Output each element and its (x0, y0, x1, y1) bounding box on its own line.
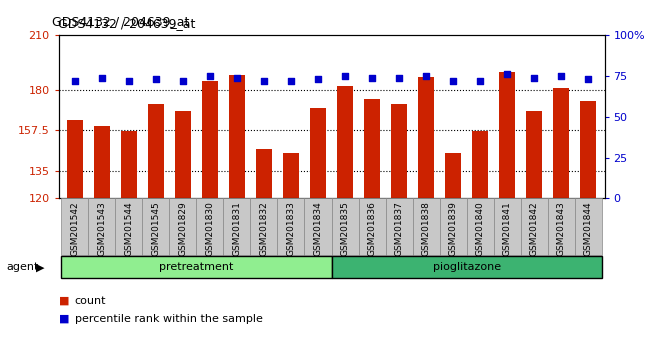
Text: GSM201542: GSM201542 (70, 201, 79, 256)
FancyBboxPatch shape (142, 198, 169, 255)
Bar (229, 75, 245, 198)
Text: GSM201832: GSM201832 (259, 201, 268, 256)
Text: GDS4132 / 204639_at: GDS4132 / 204639_at (58, 17, 196, 30)
Point (259, 78, 269, 84)
Point (556, 73, 566, 79)
Text: GSM201545: GSM201545 (151, 201, 161, 256)
Text: GDS4132 / 204639_at: GDS4132 / 204639_at (52, 15, 189, 28)
FancyBboxPatch shape (169, 198, 196, 255)
FancyBboxPatch shape (359, 198, 385, 255)
Point (421, 73, 432, 79)
Bar (94, 126, 110, 198)
Point (313, 76, 323, 82)
FancyBboxPatch shape (575, 198, 602, 255)
Text: GSM201840: GSM201840 (476, 201, 485, 256)
FancyBboxPatch shape (278, 198, 304, 255)
Text: GSM201833: GSM201833 (287, 201, 296, 256)
Bar (445, 153, 462, 198)
FancyBboxPatch shape (332, 198, 359, 255)
Bar (391, 104, 407, 198)
Bar (175, 112, 191, 198)
Text: count: count (75, 296, 106, 306)
Point (231, 75, 242, 81)
Text: GSM201842: GSM201842 (530, 201, 539, 256)
Text: ■: ■ (58, 314, 69, 324)
FancyBboxPatch shape (88, 198, 115, 255)
Point (529, 75, 539, 81)
Bar (148, 104, 164, 198)
Text: percentile rank within the sample: percentile rank within the sample (75, 314, 263, 324)
Text: pretreatment: pretreatment (159, 262, 233, 272)
Text: GSM201837: GSM201837 (395, 201, 404, 256)
Bar (526, 112, 542, 198)
Text: GSM201831: GSM201831 (233, 201, 241, 256)
Text: GSM201835: GSM201835 (341, 201, 350, 256)
FancyBboxPatch shape (115, 198, 142, 255)
Text: agent: agent (6, 262, 39, 272)
Point (583, 76, 593, 82)
Text: GSM201830: GSM201830 (205, 201, 214, 256)
Point (502, 72, 512, 77)
Point (205, 73, 215, 79)
FancyBboxPatch shape (521, 198, 548, 255)
Bar (310, 108, 326, 198)
Point (340, 73, 350, 79)
FancyBboxPatch shape (61, 198, 88, 255)
Point (448, 78, 458, 84)
Text: GSM201829: GSM201829 (178, 201, 187, 256)
FancyBboxPatch shape (439, 198, 467, 255)
Text: GSM201844: GSM201844 (584, 201, 593, 256)
Bar (499, 72, 515, 198)
Bar (202, 81, 218, 198)
Point (475, 78, 486, 84)
Bar (580, 101, 597, 198)
Point (367, 75, 377, 81)
Text: GSM201839: GSM201839 (448, 201, 458, 256)
Text: ■: ■ (58, 296, 69, 306)
Bar (472, 131, 488, 198)
FancyBboxPatch shape (250, 198, 278, 255)
FancyBboxPatch shape (332, 256, 602, 278)
Text: GSM201843: GSM201843 (557, 201, 566, 256)
Bar (364, 99, 380, 198)
Text: GSM201836: GSM201836 (367, 201, 376, 256)
Text: GSM201841: GSM201841 (502, 201, 512, 256)
Point (97, 75, 107, 81)
Bar (337, 86, 353, 198)
Point (151, 76, 161, 82)
Bar (121, 131, 137, 198)
FancyBboxPatch shape (304, 198, 332, 255)
Bar (553, 88, 569, 198)
Point (286, 78, 296, 84)
FancyBboxPatch shape (467, 198, 494, 255)
FancyBboxPatch shape (61, 256, 332, 278)
Bar (418, 77, 434, 198)
Text: ▶: ▶ (36, 262, 44, 272)
Text: pioglitazone: pioglitazone (433, 262, 500, 272)
FancyBboxPatch shape (548, 198, 575, 255)
Bar (256, 149, 272, 198)
FancyBboxPatch shape (385, 198, 413, 255)
Text: GSM201838: GSM201838 (422, 201, 430, 256)
FancyBboxPatch shape (413, 198, 439, 255)
Text: GSM201544: GSM201544 (124, 201, 133, 256)
Point (177, 78, 188, 84)
Bar (283, 153, 299, 198)
Point (124, 78, 134, 84)
Point (394, 75, 404, 81)
Text: GSM201543: GSM201543 (98, 201, 106, 256)
FancyBboxPatch shape (196, 198, 224, 255)
Point (70, 78, 80, 84)
Bar (66, 120, 83, 198)
FancyBboxPatch shape (224, 198, 250, 255)
FancyBboxPatch shape (494, 198, 521, 255)
Text: GSM201834: GSM201834 (313, 201, 322, 256)
